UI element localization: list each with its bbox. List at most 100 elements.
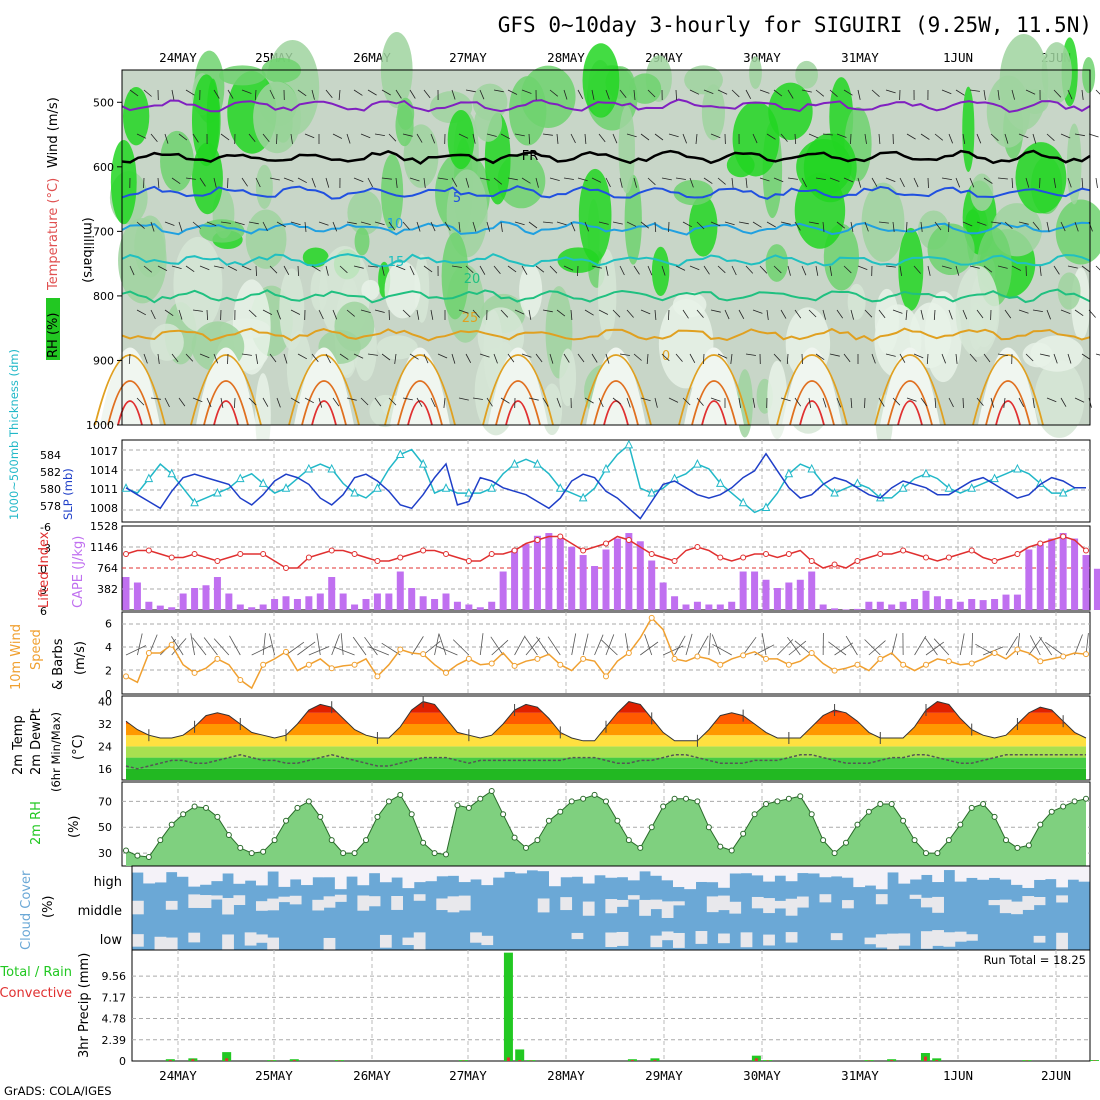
- wind-barb: [815, 89, 825, 97]
- wind-barb: [633, 353, 642, 361]
- wind-barb-10m: [742, 636, 757, 656]
- wind-barb: [220, 133, 230, 141]
- wind-barb: [878, 221, 889, 224]
- cape-bar: [591, 566, 599, 610]
- thickness-line-marker: [555, 483, 565, 492]
- p1-ytick-label: 1000: [86, 419, 114, 432]
- cloud-cell-high: [954, 866, 967, 882]
- wind-barb: [143, 265, 153, 273]
- p3-label-cape: CAPE (J/kg): [71, 536, 86, 608]
- cape-bar: [1036, 544, 1044, 610]
- wind-barb: [570, 309, 573, 321]
- wind-barb: [598, 309, 609, 315]
- p1-label-temp: Temperature (°C): [46, 178, 61, 291]
- p3-left-tick: 3: [40, 584, 47, 597]
- wind-barb: [402, 397, 413, 401]
- rh-marker: [934, 850, 941, 857]
- cape-bar: [568, 546, 576, 610]
- rh-marker: [363, 837, 369, 844]
- p4-label-wind: 10m Wind: [9, 624, 24, 690]
- wind-barb: [605, 353, 610, 364]
- wind-barb: [822, 221, 825, 232]
- wind-barb: [626, 221, 637, 227]
- wind-barb-10m: [845, 635, 858, 656]
- wind-barb: [542, 221, 553, 224]
- rh-blob: [1034, 360, 1085, 438]
- wind-speed-line-marker: [283, 648, 289, 655]
- wind-barb: [626, 133, 637, 138]
- wind-barb: [409, 265, 415, 276]
- wind-barb: [752, 397, 756, 408]
- wind-barb: [850, 221, 854, 232]
- cloud-cell-mid: [1056, 895, 1068, 903]
- p8-ytick-label: 7.17: [102, 991, 127, 1004]
- rh-blob: [651, 246, 670, 296]
- wind-barb: [654, 133, 664, 141]
- cloud-cell-mid: [875, 894, 888, 905]
- wind-barb: [276, 397, 281, 408]
- cape-bar: [922, 590, 930, 610]
- wind-barb: [948, 133, 953, 144]
- cape-bar: [1013, 594, 1021, 610]
- cloud-cell-high: [920, 866, 933, 875]
- surface-isotherm-arc: [117, 400, 143, 426]
- wind-barb: [892, 397, 901, 406]
- wind-barb: [619, 177, 623, 188]
- credit: GrADS: COLA/IGES: [4, 1084, 112, 1098]
- lifted-index-line-marker: [214, 558, 221, 564]
- wind-speed-line-marker: [351, 661, 358, 668]
- wind-barb: [381, 265, 385, 276]
- thickness-line-marker: [213, 487, 222, 497]
- rh-marker: [523, 844, 529, 851]
- wind-barb: [262, 221, 268, 232]
- wind-barb: [899, 265, 902, 276]
- wind-barb: [507, 265, 517, 273]
- p1-label-rh: RH (%): [46, 313, 61, 358]
- wind-barb: [521, 177, 531, 184]
- lifted-index-line-marker: [260, 551, 267, 557]
- wind-barb: [1081, 89, 1084, 100]
- precip-conv-bar: [653, 1060, 657, 1061]
- cloud-cell-high: [481, 866, 494, 886]
- wind-barb: [773, 177, 784, 183]
- rh-marker: [420, 839, 427, 846]
- rh-blob: [519, 264, 543, 318]
- p1-ytick-label: 500: [93, 96, 114, 109]
- wind-speed-line-marker: [694, 653, 701, 660]
- wind-barb: [689, 177, 694, 188]
- surface-isotherm-arc: [384, 354, 456, 426]
- cape-bar: [202, 585, 210, 610]
- cloud-cell-low: [943, 932, 956, 947]
- cape-bar: [1048, 538, 1056, 610]
- rh-blob: [578, 168, 612, 263]
- cape-bar: [899, 601, 907, 610]
- wind-barb: [395, 89, 402, 99]
- rh-marker: [477, 795, 484, 802]
- wind-barb: [241, 353, 252, 356]
- wind-barb: [227, 177, 229, 189]
- cape-bar: [991, 599, 999, 610]
- wind-barb: [836, 309, 844, 319]
- wind-barb: [654, 309, 657, 321]
- wind-barb: [171, 177, 181, 185]
- wind-barb-10m: [525, 637, 541, 656]
- cape-bar: [522, 544, 530, 610]
- wind-barb: [353, 353, 364, 359]
- wind-barb: [591, 177, 602, 183]
- rh-blob: [160, 130, 194, 192]
- surface-isotherm-arc: [897, 400, 923, 426]
- wind-barb: [213, 265, 224, 269]
- surface-isotherm-arc: [603, 400, 629, 426]
- cloud-cell-low: [154, 936, 167, 952]
- wind-barb: [976, 397, 984, 406]
- wind-barb: [528, 221, 538, 229]
- wind-speed-line-marker: [991, 650, 998, 656]
- wind-barb: [185, 89, 195, 96]
- temp-band: [126, 735, 1086, 747]
- cloud-cell-mid: [368, 896, 381, 907]
- p4-ylabel: (m/s): [73, 641, 88, 675]
- wind-barb: [584, 221, 589, 232]
- wind-barb: [500, 221, 503, 232]
- wind-barb: [402, 221, 410, 230]
- temp-band: [126, 768, 1086, 780]
